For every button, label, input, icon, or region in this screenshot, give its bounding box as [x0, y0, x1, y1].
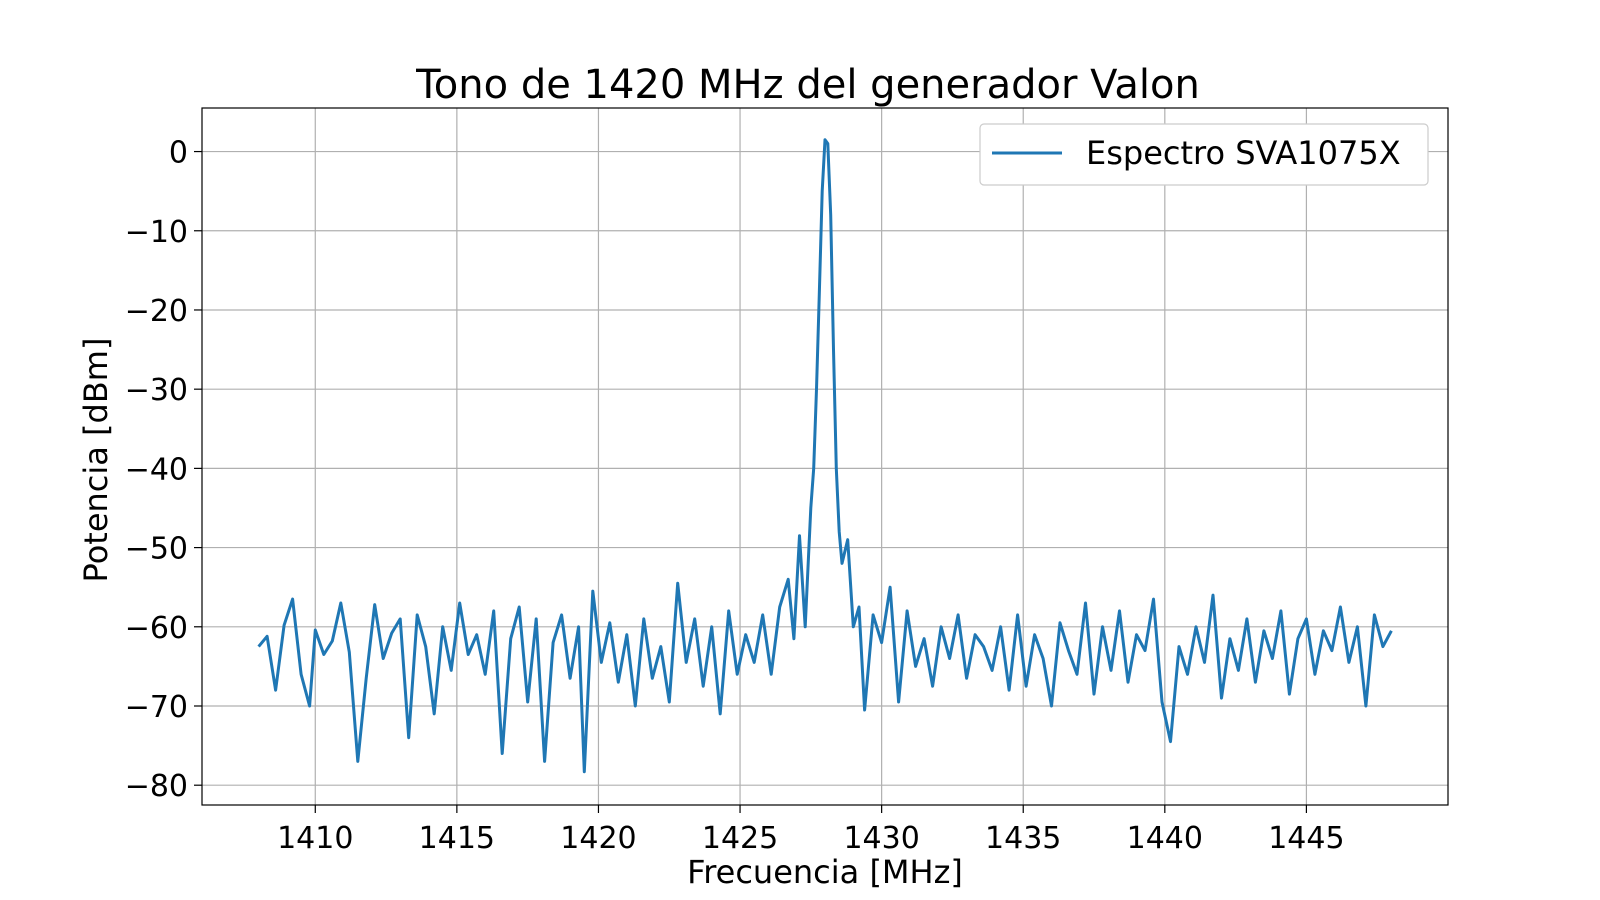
y-tick-label: −30: [125, 373, 188, 408]
y-tick-label: −20: [125, 294, 188, 329]
x-ticks: 1410 1415 1420 1425 1430 1435 1440 1445: [277, 805, 1345, 856]
x-tick-label: 1425: [702, 821, 778, 856]
x-tick-label: 1410: [277, 821, 353, 856]
y-tick-label: −80: [125, 769, 188, 804]
x-axis-title: Frecuencia [MHz]: [687, 853, 963, 891]
series-line-espectro: [257, 138, 1393, 774]
chart-title: Tono de 1420 MHz del generador Valon: [415, 62, 1200, 108]
y-tick-label: −70: [125, 690, 188, 725]
grid: [202, 108, 1448, 805]
legend: Espectro SVA1075X: [979, 123, 1429, 186]
y-tick-label: −50: [125, 532, 188, 567]
x-tick-label: 1445: [1268, 821, 1344, 856]
x-tick-label: 1430: [843, 821, 919, 856]
x-tick-label: 1435: [985, 821, 1061, 856]
y-axis-title: Potencia [dBm]: [77, 338, 115, 583]
legend-box: [979, 123, 1429, 186]
plot-frame: [201, 107, 1449, 806]
legend-label: Espectro SVA1075X: [1086, 134, 1401, 172]
x-tick-label: 1415: [419, 821, 495, 856]
y-tick-label: −10: [125, 215, 188, 250]
y-tick-label: −60: [125, 611, 188, 646]
x-tick-label: 1440: [1127, 821, 1203, 856]
y-tick-label: −40: [125, 452, 188, 487]
y-tick-label: 0: [169, 136, 188, 171]
series-layer: [257, 138, 1393, 774]
y-ticks: 0 −10 −20 −30 −40 −50 −60 −70 −80: [125, 136, 202, 804]
x-tick-label: 1420: [560, 821, 636, 856]
